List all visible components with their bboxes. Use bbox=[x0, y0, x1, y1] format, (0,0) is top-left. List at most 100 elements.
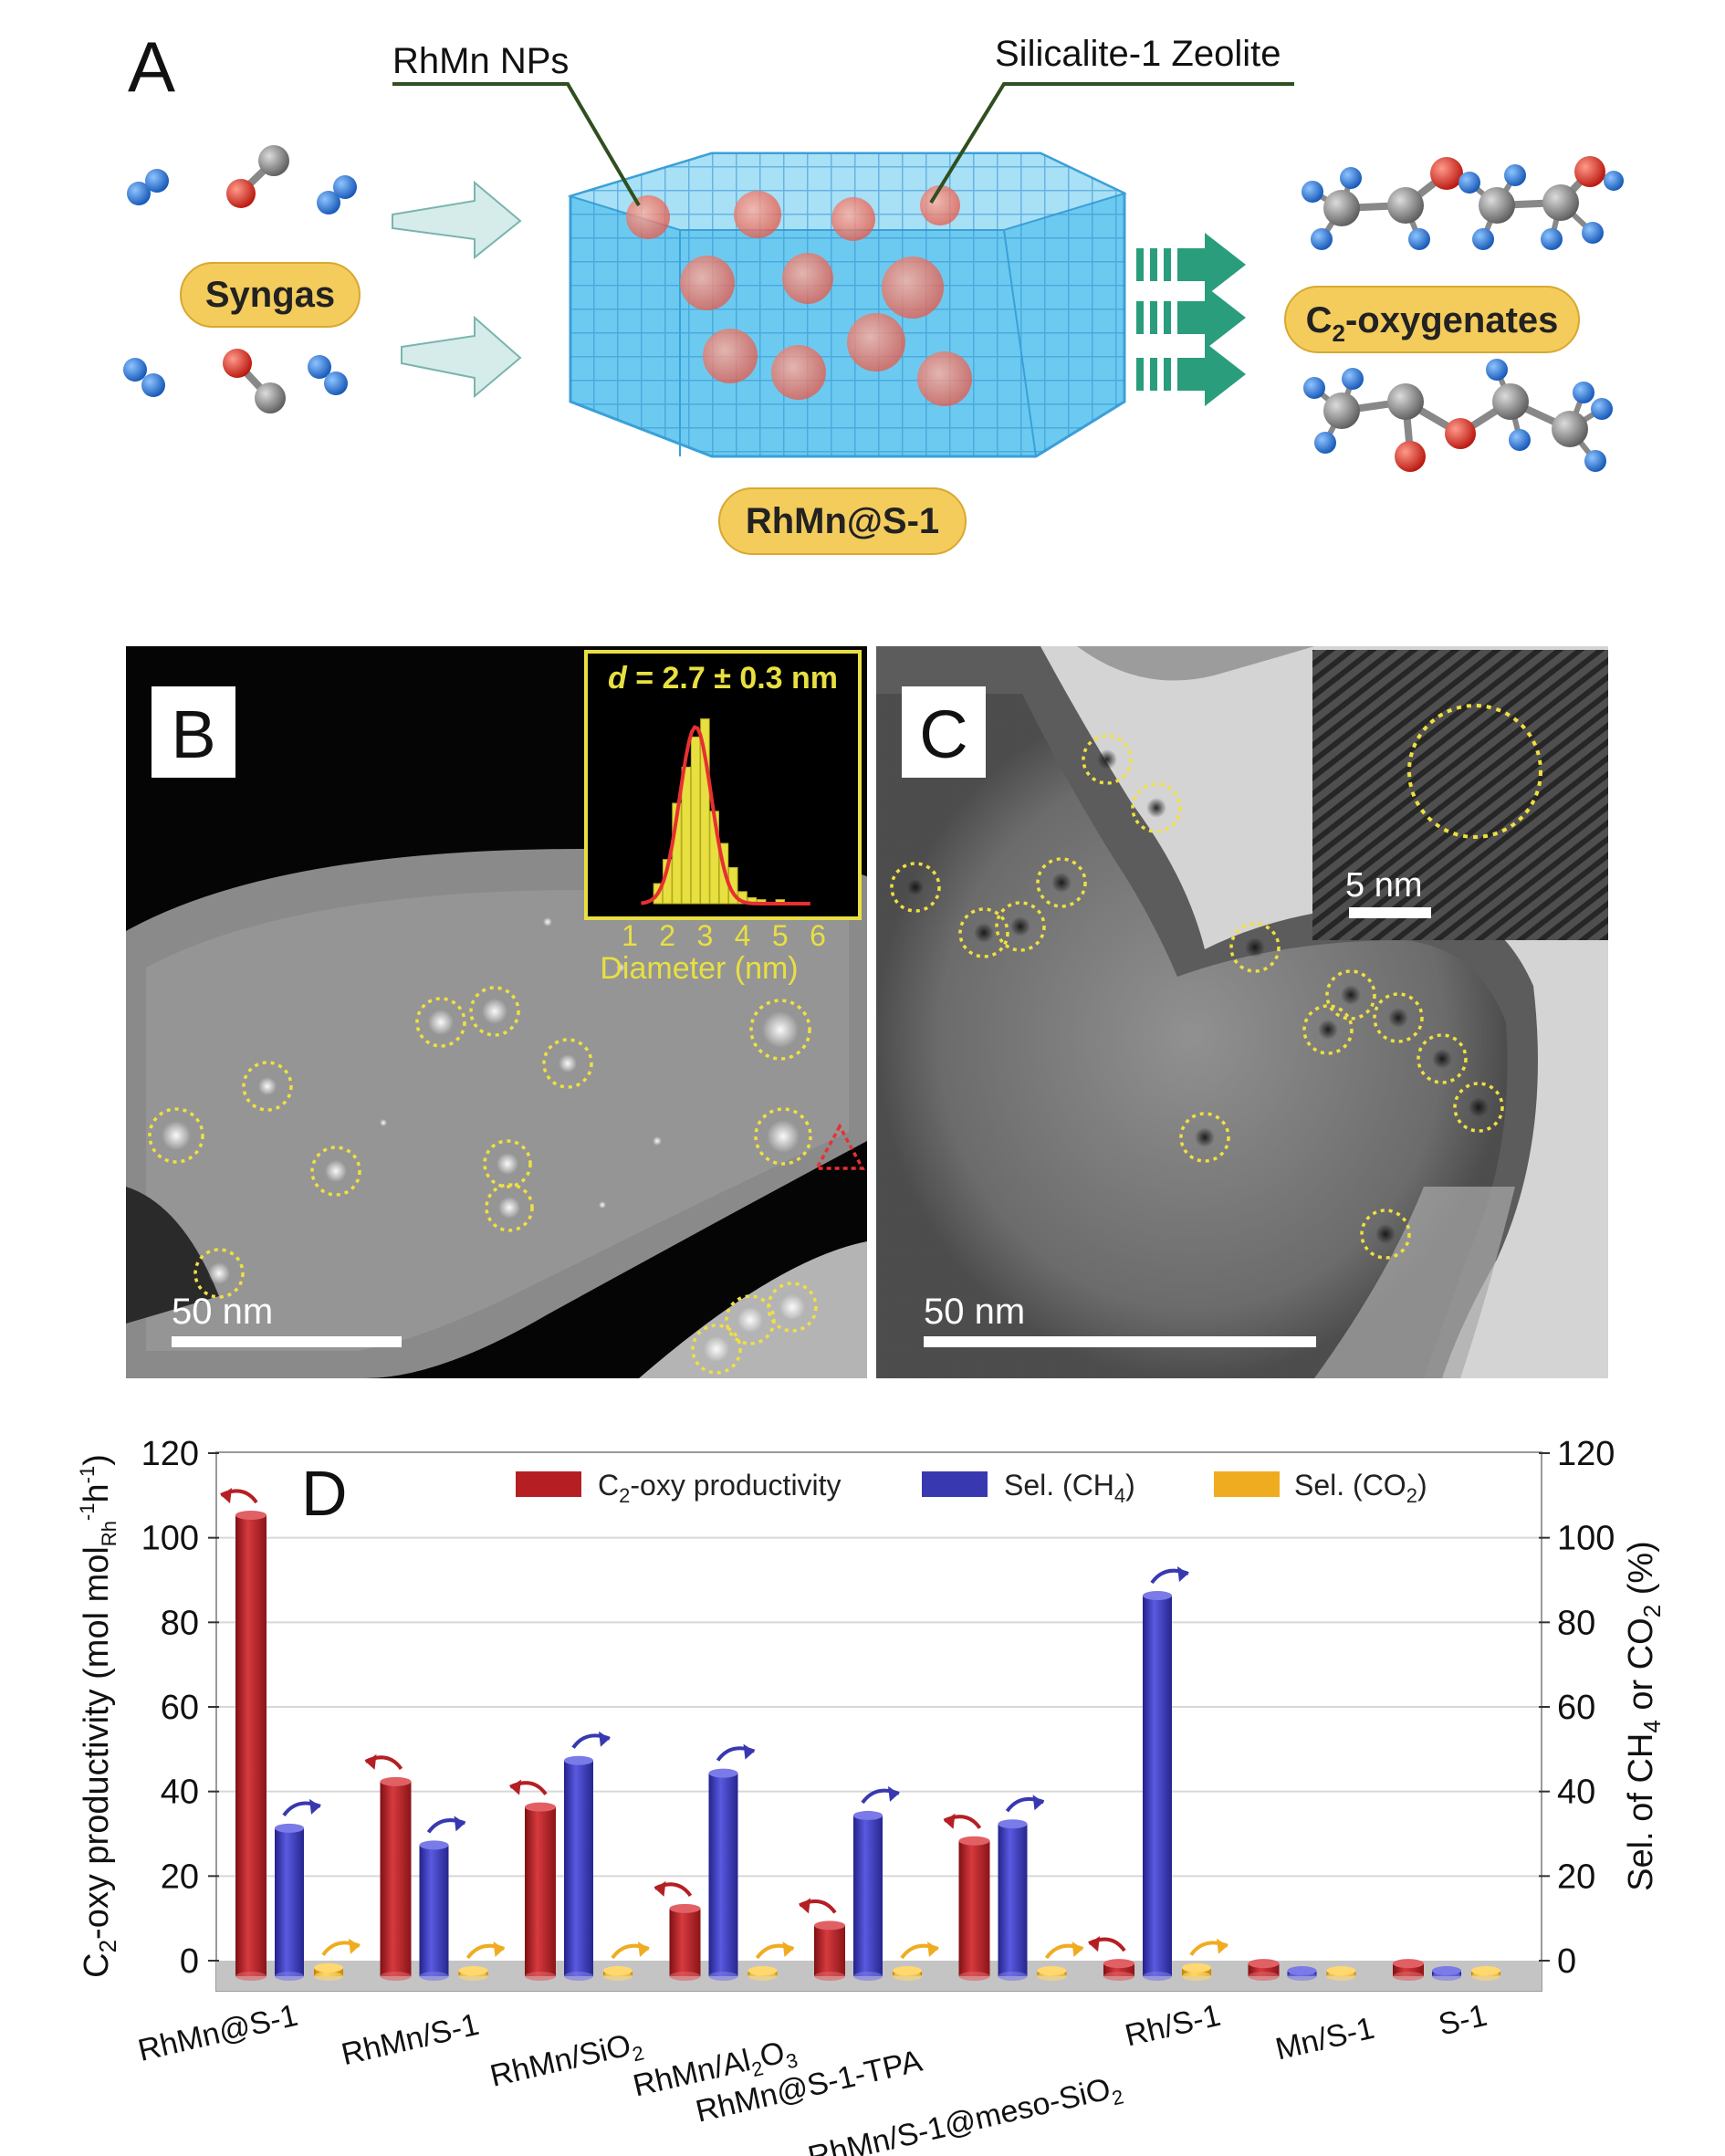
left-tick-label: 120 bbox=[141, 1435, 199, 1473]
chart-bar-base bbox=[893, 1972, 922, 1981]
chart-bar bbox=[853, 1815, 883, 1976]
category-labels: RhMn@S-1 RhMn/S-1 RhMn/SiO2RhMn/Al2O3RhMn@… bbox=[135, 1998, 1490, 2156]
histogram-tick-label: 3 bbox=[697, 919, 714, 952]
catalyst-label: RhMn@S-1 bbox=[746, 501, 939, 541]
chart-bar-cap bbox=[564, 1755, 593, 1765]
chart-bar bbox=[564, 1760, 593, 1976]
nps-callout-line bbox=[392, 82, 641, 207]
outbound-arrow-icon bbox=[1136, 233, 1246, 406]
histogram-xlabel: Diameter (nm) bbox=[600, 951, 798, 986]
panel-b-scale-label: 50 nm bbox=[172, 1292, 273, 1332]
chart-bar-base bbox=[458, 1972, 488, 1981]
legend-label-ch4: Sel. (CH4) bbox=[1004, 1469, 1135, 1507]
chart-bar-cap bbox=[380, 1776, 412, 1786]
catalyst-pill: RhMn@S-1 bbox=[718, 487, 967, 555]
axis-pointer-arrowhead bbox=[1217, 1938, 1228, 1954]
category-label: RhMn@S-1 bbox=[135, 1998, 301, 2068]
axis-pointer-arrowhead bbox=[927, 1941, 938, 1957]
axis-pointer-arrowhead bbox=[1032, 1795, 1044, 1811]
chart-bar-cap bbox=[1393, 1959, 1424, 1969]
chart-bar-base bbox=[708, 1972, 738, 1981]
hrtem-inset: 5 nm bbox=[1312, 650, 1608, 940]
panel-b-letter-box bbox=[152, 686, 235, 778]
right-tick-label: 100 bbox=[1557, 1520, 1615, 1558]
chart-bar-cap bbox=[314, 1962, 343, 1973]
chart-bar-base bbox=[564, 1972, 593, 1981]
panel-c-letter: C bbox=[919, 696, 967, 772]
axis-pointer-arrowhead bbox=[510, 1779, 521, 1795]
axis-pointer-arrowhead bbox=[638, 1941, 649, 1957]
panel-d-bar-chart: 0 20 40 60 80 100 120 0 20 40 60 80 100 120 RhMn@S-1… bbox=[76, 1435, 1666, 2156]
chart-bar-cap bbox=[1182, 1962, 1211, 1973]
panel-d-letter: D bbox=[301, 1458, 348, 1529]
axis-pointer-arrowhead bbox=[349, 1938, 360, 1954]
products-label: C2-oxygenates bbox=[1306, 300, 1559, 347]
syngas-molecules bbox=[123, 145, 357, 413]
chart-bar-base bbox=[1103, 1972, 1134, 1981]
chart-bar bbox=[525, 1806, 556, 1976]
axis-pointer-arrowhead bbox=[365, 1753, 377, 1770]
right-axis-label: Sel. of CH4 or CO2 (%) bbox=[1622, 1541, 1666, 1891]
chart-bar-base bbox=[1393, 1972, 1424, 1981]
h2-molecule bbox=[123, 358, 165, 397]
histogram-tick-label: 4 bbox=[735, 919, 751, 952]
panel-a-schematic: A RhMn NPs S bbox=[123, 26, 1624, 555]
chart-bar-base bbox=[419, 1972, 449, 1981]
right-axis-ticks: 0 20 40 60 80 100 120 bbox=[1539, 1435, 1615, 1981]
left-tick-label: 0 bbox=[180, 1942, 199, 1981]
syngas-label: Syngas bbox=[205, 275, 335, 315]
chart-bar-base bbox=[1037, 1972, 1067, 1981]
legend-swatch-productivity bbox=[516, 1471, 581, 1497]
chart-bar-base bbox=[275, 1972, 304, 1981]
legend-label-co2: Sel. (CO2) bbox=[1294, 1469, 1427, 1507]
rhmn-nanoparticles bbox=[626, 185, 972, 406]
chart-bar-cap bbox=[708, 1768, 738, 1778]
chart-bar-base bbox=[1471, 1972, 1500, 1981]
chart-bar bbox=[275, 1827, 304, 1976]
axis-pointer-arrowhead bbox=[888, 1785, 899, 1802]
left-tick-label: 20 bbox=[161, 1858, 199, 1896]
tem-particle-dots bbox=[907, 749, 1489, 1244]
label-rhmn-nps: RhMn NPs bbox=[392, 41, 569, 81]
chart-bar bbox=[235, 1514, 267, 1976]
histogram-bar bbox=[700, 718, 710, 905]
chart-bar-cap bbox=[814, 1921, 845, 1931]
chart-bar-base bbox=[748, 1972, 778, 1981]
right-tick-label: 40 bbox=[1557, 1774, 1595, 1812]
axis-pointer-arrowhead bbox=[309, 1798, 320, 1815]
chart-bar-base bbox=[1143, 1972, 1172, 1981]
axis-pointer-arrowhead bbox=[1089, 1936, 1100, 1952]
chart-bar bbox=[669, 1908, 701, 1976]
axis-pointer-arrowhead bbox=[1177, 1566, 1188, 1582]
chart-bar bbox=[958, 1840, 990, 1976]
axis-pointer-arrowhead bbox=[599, 1731, 610, 1747]
chart-bar-cap bbox=[275, 1823, 304, 1833]
right-tick-label: 0 bbox=[1557, 1942, 1576, 1981]
chart-bar-base bbox=[603, 1972, 632, 1981]
category-label: Rh/S-1 bbox=[1122, 1998, 1224, 2054]
panel-c-scale-bar bbox=[924, 1336, 1316, 1347]
category-label: RhMn/S-1 bbox=[339, 2007, 483, 2072]
chart-bar-cap bbox=[853, 1810, 883, 1820]
legend-swatch-co2 bbox=[1214, 1471, 1280, 1497]
h2-molecule bbox=[127, 169, 169, 205]
right-tick-label: 20 bbox=[1557, 1858, 1595, 1896]
chart-bar-cap bbox=[419, 1840, 449, 1850]
zeolite-crystal bbox=[567, 152, 1127, 458]
category-label: S-1 bbox=[1436, 1998, 1490, 2043]
chart-bar-base bbox=[314, 1972, 343, 1981]
chart-bars bbox=[235, 1510, 1500, 1981]
inset-scale-label: 5 nm bbox=[1345, 866, 1422, 905]
chart-bar-base bbox=[1432, 1972, 1461, 1981]
inbound-arrow-icon bbox=[392, 180, 522, 399]
label-silicalite-zeolite: Silicalite-1 Zeolite bbox=[995, 34, 1281, 74]
chart-bar-base bbox=[669, 1972, 701, 1981]
acetaldehyde-molecule bbox=[1302, 157, 1463, 250]
syngas-pill: Syngas bbox=[180, 262, 361, 328]
right-tick-label: 60 bbox=[1557, 1689, 1595, 1727]
left-tick-label: 40 bbox=[161, 1774, 199, 1812]
chart-bar-base bbox=[235, 1972, 267, 1981]
co-molecule bbox=[223, 349, 286, 413]
chart-bar-cap bbox=[1248, 1959, 1280, 1969]
